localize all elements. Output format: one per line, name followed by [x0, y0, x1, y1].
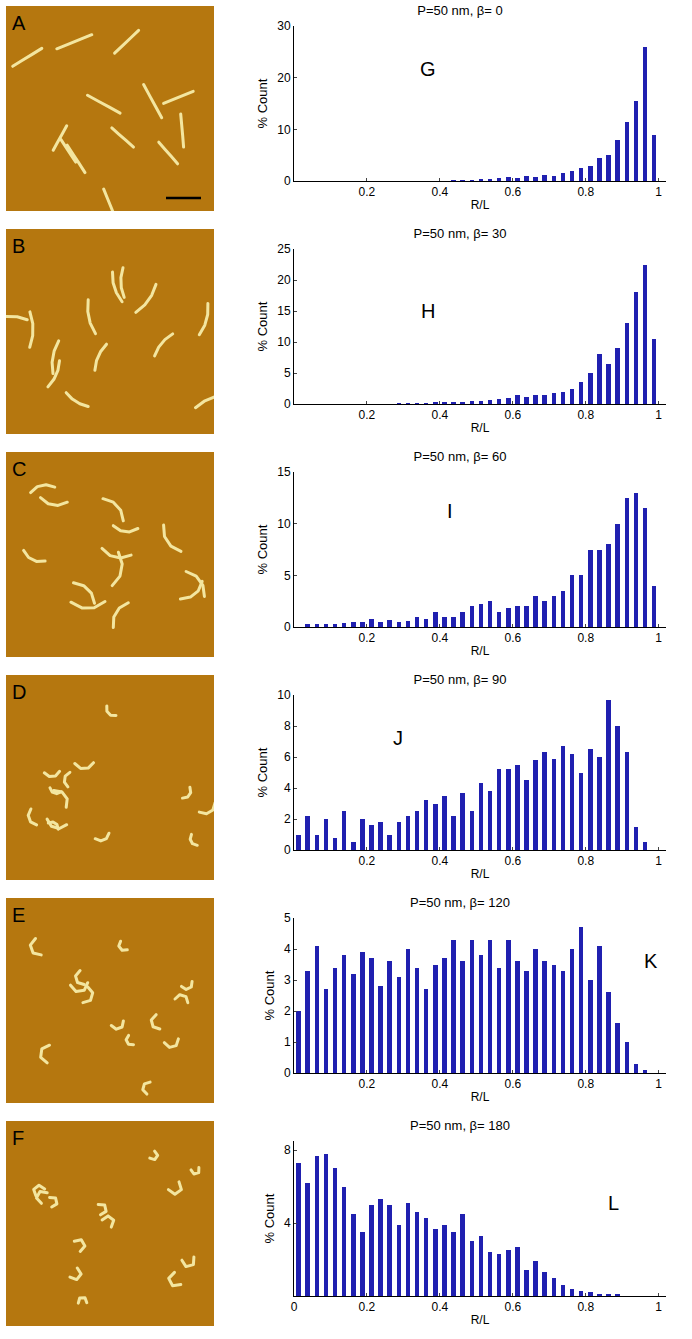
svg-text:0.6: 0.6	[504, 185, 521, 199]
svg-text:R/L: R/L	[471, 867, 490, 881]
svg-text:0.4: 0.4	[432, 854, 449, 868]
svg-text:P=50 nm, β= 180: P=50 nm, β= 180	[410, 1118, 510, 1133]
svg-text:0.6: 0.6	[504, 1300, 521, 1314]
svg-text:1: 1	[284, 1035, 291, 1049]
svg-text:0: 0	[291, 1300, 298, 1314]
svg-text:R/L: R/L	[471, 1313, 490, 1327]
svg-text:R/L: R/L	[471, 644, 490, 658]
svg-text:P=50 nm, β= 90: P=50 nm, β= 90	[414, 672, 507, 687]
svg-text:15: 15	[277, 304, 291, 318]
svg-text:2: 2	[284, 1004, 291, 1018]
svg-text:R/L: R/L	[471, 198, 490, 212]
svg-text:20: 20	[277, 71, 291, 85]
svg-text:% Count: % Count	[255, 524, 270, 574]
svg-text:0: 0	[284, 174, 291, 188]
svg-text:0.8: 0.8	[577, 185, 594, 199]
svg-text:1: 1	[655, 1300, 662, 1314]
svg-text:0: 0	[284, 397, 291, 411]
svg-text:4: 4	[284, 942, 291, 956]
svg-text:J: J	[393, 727, 403, 749]
svg-text:0.4: 0.4	[432, 408, 449, 422]
svg-text:1: 1	[655, 185, 662, 199]
svg-text:H: H	[421, 300, 435, 322]
svg-text:G: G	[420, 58, 436, 80]
svg-text:L: L	[608, 1192, 619, 1214]
svg-text:% Count: % Count	[255, 301, 270, 351]
svg-text:0.6: 0.6	[504, 408, 521, 422]
svg-text:10: 10	[277, 335, 291, 349]
svg-text:5: 5	[284, 569, 291, 583]
svg-text:0: 0	[284, 620, 291, 634]
svg-text:0.6: 0.6	[504, 854, 521, 868]
svg-text:R/L: R/L	[471, 1090, 490, 1104]
svg-text:0.8: 0.8	[577, 631, 594, 645]
svg-text:K: K	[644, 950, 658, 972]
svg-text:6: 6	[284, 750, 291, 764]
svg-text:% Count: % Count	[255, 78, 270, 128]
svg-text:25: 25	[277, 242, 291, 256]
svg-text:15: 15	[277, 465, 291, 479]
svg-text:R/L: R/L	[471, 421, 490, 435]
svg-text:0.2: 0.2	[359, 408, 376, 422]
svg-text:0.8: 0.8	[577, 854, 594, 868]
svg-text:0: 0	[284, 843, 291, 857]
svg-text:P=50 nm, β= 60: P=50 nm, β= 60	[414, 449, 507, 464]
svg-text:4: 4	[284, 1216, 291, 1230]
svg-text:1: 1	[655, 1077, 662, 1091]
svg-text:% Count: % Count	[262, 1193, 277, 1243]
svg-text:0.2: 0.2	[359, 1300, 376, 1314]
svg-text:% Count: % Count	[255, 747, 270, 797]
svg-text:0.6: 0.6	[504, 1077, 521, 1091]
svg-text:0.8: 0.8	[577, 1300, 594, 1314]
svg-text:F: F	[12, 1127, 24, 1149]
svg-text:P=50 nm, β= 120: P=50 nm, β= 120	[410, 895, 510, 910]
svg-text:0.4: 0.4	[432, 1300, 449, 1314]
svg-text:P=50 nm, β= 0: P=50 nm, β= 0	[417, 3, 503, 18]
svg-text:B: B	[12, 235, 25, 257]
svg-text:8: 8	[284, 1143, 291, 1157]
svg-text:30: 30	[277, 19, 291, 33]
svg-text:E: E	[12, 904, 25, 926]
svg-text:2: 2	[284, 812, 291, 826]
svg-text:10: 10	[277, 123, 291, 137]
svg-text:0.8: 0.8	[577, 1077, 594, 1091]
svg-text:0.8: 0.8	[577, 408, 594, 422]
svg-text:0.6: 0.6	[504, 631, 521, 645]
svg-text:20: 20	[277, 273, 291, 287]
svg-text:0.2: 0.2	[359, 854, 376, 868]
svg-text:P=50 nm, β= 30: P=50 nm, β= 30	[414, 226, 507, 241]
svg-text:0.4: 0.4	[432, 1077, 449, 1091]
svg-text:10: 10	[277, 517, 291, 531]
svg-text:% Count: % Count	[262, 970, 277, 1020]
svg-text:0.4: 0.4	[432, 631, 449, 645]
svg-text:A: A	[12, 12, 26, 34]
svg-text:1: 1	[655, 408, 662, 422]
svg-text:0.2: 0.2	[359, 185, 376, 199]
svg-text:5: 5	[284, 366, 291, 380]
svg-text:1: 1	[655, 854, 662, 868]
svg-text:3: 3	[284, 973, 291, 987]
svg-text:0.2: 0.2	[359, 1077, 376, 1091]
svg-text:D: D	[12, 681, 26, 703]
svg-text:10: 10	[277, 688, 291, 702]
svg-text:4: 4	[284, 781, 291, 795]
svg-text:0.2: 0.2	[359, 631, 376, 645]
svg-text:8: 8	[284, 719, 291, 733]
svg-text:1: 1	[655, 631, 662, 645]
svg-text:5: 5	[284, 911, 291, 925]
svg-text:C: C	[12, 458, 26, 480]
svg-text:0: 0	[284, 1066, 291, 1080]
svg-text:0.4: 0.4	[432, 185, 449, 199]
svg-text:I: I	[447, 500, 453, 522]
